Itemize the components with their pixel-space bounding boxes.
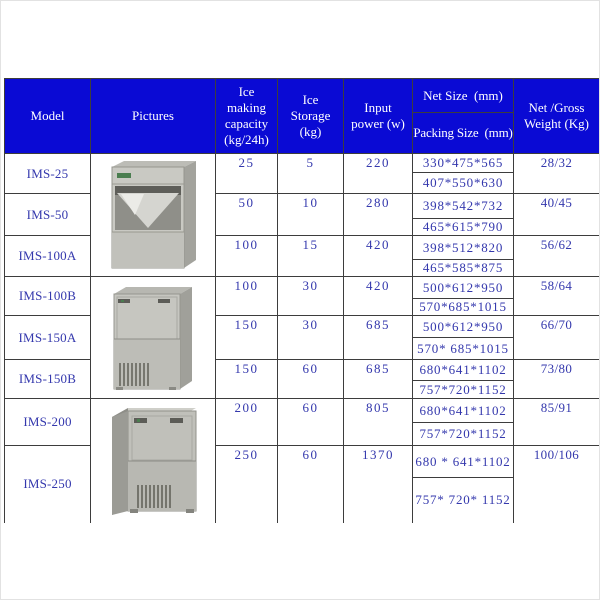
storage-cell: 5 [277, 153, 344, 194]
net-size-cell: 680 * 641*1102 [412, 445, 514, 478]
column-header-net-size: Net Size (mm) [412, 78, 514, 113]
power-cell: 220 [343, 153, 413, 194]
power-cell: 805 [343, 398, 413, 446]
storage-cell: 10 [277, 193, 344, 236]
storage-cell: 60 [277, 445, 344, 523]
power-cell: 280 [343, 193, 413, 236]
power-cell: 685 [343, 359, 413, 399]
column-header-pictures: Pictures [90, 78, 216, 154]
power-cell: 420 [343, 276, 413, 316]
weight-cell: 66/70 [513, 315, 599, 360]
column-header-net-gross-weight: Net /Gross Weight (Kg) [513, 78, 599, 154]
packing-size-cell: 407*550*630 [412, 172, 514, 194]
column-header-ice-storage: Ice Storage (kg) [277, 78, 344, 154]
model-cell: IMS-100A [4, 235, 91, 277]
weight-cell: 40/45 [513, 193, 599, 236]
storage-cell: 60 [277, 359, 344, 399]
weight-cell: 100/106 [513, 445, 599, 523]
model-cell: IMS-150A [4, 315, 91, 360]
model-cell: IMS-50 [4, 193, 91, 236]
net-size-cell: 398*512*820 [412, 235, 514, 260]
weight-cell: 58/64 [513, 276, 599, 316]
weight-cell: 73/80 [513, 359, 599, 399]
ice-maker-cabinet-large-image [112, 407, 197, 515]
power-cell: 420 [343, 235, 413, 277]
net-size-cell: 680*641*1102 [412, 359, 514, 381]
column-header-packing-size: Packing Size (mm) [412, 112, 514, 154]
column-header-model: Model [4, 78, 91, 154]
model-cell: IMS-100B [4, 276, 91, 316]
product-photo-ice-maker-2 [90, 276, 216, 399]
storage-cell: 60 [277, 398, 344, 446]
capacity-cell: 250 [215, 445, 278, 523]
product-spec-table: Model Pictures Ice making capacity (kg/2… [4, 78, 599, 523]
model-cell: IMS-25 [4, 153, 91, 194]
storage-cell: 30 [277, 276, 344, 316]
power-cell: 1370 [343, 445, 413, 523]
net-size-cell: 330*475*565 [412, 153, 514, 173]
product-photo-ice-maker-3 [90, 398, 216, 523]
packing-size-cell: 757* 720* 1152 [412, 477, 514, 523]
weight-cell: 85/91 [513, 398, 599, 446]
column-header-input-power: Input power (w) [343, 78, 413, 154]
net-size-cell: 500*612*950 [412, 315, 514, 338]
power-cell: 685 [343, 315, 413, 360]
product-photo-ice-maker-1 [90, 153, 216, 277]
column-header-ice-making-capacity: Ice making capacity (kg/24h) [215, 78, 278, 154]
ice-maker-funnel-image [111, 161, 196, 269]
net-size-cell: 500*612*950 [412, 276, 514, 299]
capacity-cell: 100 [215, 276, 278, 316]
packing-size-cell: 757*720*1152 [412, 380, 514, 399]
capacity-cell: 150 [215, 315, 278, 360]
capacity-cell: 150 [215, 359, 278, 399]
weight-cell: 28/32 [513, 153, 599, 194]
storage-cell: 30 [277, 315, 344, 360]
ice-maker-cabinet-image [113, 286, 192, 390]
packing-size-cell: 465*615*790 [412, 218, 514, 236]
model-cell: IMS-150B [4, 359, 91, 399]
model-cell: IMS-250 [4, 445, 91, 523]
packing-size-cell: 570* 685*1015 [412, 337, 514, 360]
packing-size-cell: 465*585*875 [412, 259, 514, 277]
weight-cell: 56/62 [513, 235, 599, 277]
packing-size-cell: 570*685*1015 [412, 298, 514, 316]
capacity-cell: 25 [215, 153, 278, 194]
capacity-cell: 200 [215, 398, 278, 446]
model-cell: IMS-200 [4, 398, 91, 446]
storage-cell: 15 [277, 235, 344, 277]
packing-size-cell: 757*720*1152 [412, 422, 514, 446]
net-size-cell: 680*641*1102 [412, 398, 514, 423]
net-size-cell: 398*542*732 [412, 193, 514, 219]
capacity-cell: 50 [215, 193, 278, 236]
capacity-cell: 100 [215, 235, 278, 277]
